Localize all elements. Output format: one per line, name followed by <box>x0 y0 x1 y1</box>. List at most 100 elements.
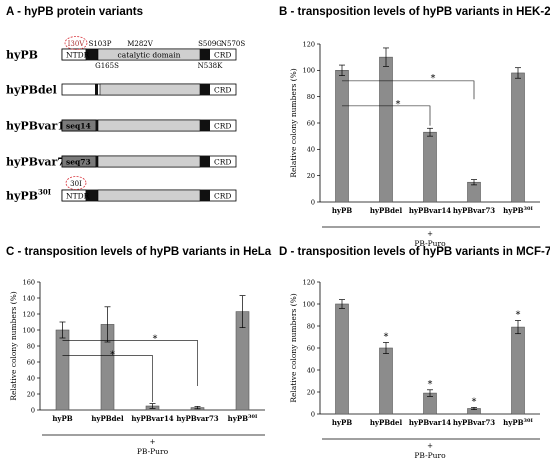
panel-b-title: B - transposition levels of hyPB variant… <box>279 6 550 18</box>
y-tick-label: 40 <box>27 374 35 382</box>
category-label: hyPBvar73 <box>453 418 495 427</box>
y-tick-label: 80 <box>307 322 315 330</box>
bar <box>379 56 393 203</box>
group-label: PB-Puro <box>137 447 169 456</box>
y-tick-label: 120 <box>303 278 315 286</box>
catalytic-domain <box>97 155 201 168</box>
dark-segment <box>96 156 98 167</box>
y-tick-label: 20 <box>307 388 315 396</box>
chart-mcf7: 0 20 40 60 80 100 120 Relative colony numbers (… <box>289 278 540 460</box>
n-terminal-label: NTDR <box>66 51 90 60</box>
y-tick-label: 20 <box>27 390 35 398</box>
significance-star: * <box>384 332 389 343</box>
crd-label: CRD <box>214 122 231 131</box>
significance-star: * <box>396 99 401 110</box>
dark-segment <box>86 49 98 60</box>
deletion-marker <box>95 84 98 95</box>
y-tick-label: 80 <box>27 342 35 350</box>
category-label: hyPBvar73 <box>453 206 495 215</box>
chart-hek293: 0 20 40 60 80 100 120 Relative colony numbers (… <box>289 40 540 248</box>
category-label: hyPB <box>332 206 352 215</box>
y-tick-label: 0 <box>311 410 315 418</box>
y-tick-label: 60 <box>307 119 315 127</box>
y-tick-label: 60 <box>27 358 35 366</box>
panel-d-title: D - transposition levels of hyPB variant… <box>279 246 550 258</box>
highlight-circle <box>64 36 88 50</box>
category-label: hyPB30I <box>503 206 533 215</box>
mutation-label: S509G <box>198 40 222 48</box>
bar <box>511 326 525 415</box>
significance-bracket <box>62 340 198 386</box>
catalytic-domain <box>97 119 201 132</box>
variant-name: hyPBvar14 <box>6 120 73 133</box>
y-tick-label: 0 <box>311 198 315 206</box>
significance-star: * <box>153 333 158 344</box>
mutation-label: S103P <box>89 40 112 48</box>
n-terminal-label: NTDR <box>66 192 90 201</box>
bar <box>335 303 349 415</box>
mutation-label: M282V <box>127 40 154 48</box>
y-tick-label: 40 <box>307 146 315 154</box>
significance-star: * <box>428 379 433 390</box>
dark-segment <box>96 120 98 131</box>
dark-segment <box>86 190 98 201</box>
y-tick-label: 100 <box>23 326 35 334</box>
crd-label: CRD <box>214 192 231 201</box>
panel-c-title: C - transposition levels of hyPB variant… <box>6 246 272 258</box>
variant-name: hyPBvar73 <box>6 156 73 169</box>
y-tick-label: 100 <box>303 67 315 75</box>
chart-hela: 0 20 40 60 80 100 120 140 160 Relative colony num… <box>9 278 265 456</box>
y-axis-label: Relative colony numbers (%) <box>9 291 18 400</box>
category-label: hyPBdel <box>370 418 403 427</box>
y-tick-label: 40 <box>307 366 315 374</box>
variant-name: hyPBdel <box>6 84 57 97</box>
y-axis-label: Relative colony numbers (%) <box>289 293 298 402</box>
catalytic-domain <box>99 83 201 96</box>
mutation-label: N570S <box>221 40 245 48</box>
y-tick-label: 0 <box>31 406 35 414</box>
crd-label: CRD <box>214 158 231 167</box>
variant-name: hyPB <box>6 49 38 62</box>
y-tick-label: 20 <box>307 172 315 180</box>
significance-star: * <box>472 396 477 407</box>
group-label: PB-Puro <box>414 451 446 460</box>
group-label: PB-Puro <box>414 239 446 248</box>
significance-star: * <box>110 350 115 361</box>
category-label: hyPBdel <box>370 206 403 215</box>
mutation-label: 30I <box>70 180 82 188</box>
panel-b: B - transposition levels of hyPB variant… <box>275 0 550 248</box>
y-tick-label: 80 <box>307 93 315 101</box>
crd-label: CRD <box>214 51 231 60</box>
highlight-circle <box>65 176 87 190</box>
mutation-label: I30V <box>68 40 86 48</box>
panel-d: D - transposition levels of hyPB variant… <box>275 240 550 463</box>
significance-star: * <box>516 310 521 321</box>
category-label: hyPBvar73 <box>176 414 218 423</box>
group-plus: + <box>427 230 433 238</box>
dark-segment <box>200 49 210 60</box>
panel-c: C - transposition levels of hyPB variant… <box>0 240 275 463</box>
bar <box>55 329 70 411</box>
significance-bracket <box>62 355 153 402</box>
mutation-label: N538K <box>198 62 223 70</box>
mutation-label: G165S <box>95 62 119 70</box>
y-tick-label: 140 <box>23 294 35 302</box>
category-label: hyPB <box>52 414 72 423</box>
category-label: hyPBvar14 <box>409 206 451 215</box>
bar <box>423 131 437 203</box>
bar <box>379 347 393 415</box>
y-tick-label: 100 <box>303 300 315 308</box>
crd-label: CRD <box>214 86 231 95</box>
category-label: hyPBvar14 <box>409 418 451 427</box>
n-terminal-label: seq73 <box>66 158 91 167</box>
significance-bracket <box>342 105 431 126</box>
y-tick-label: 60 <box>307 344 315 352</box>
category-label: hyPBvar14 <box>131 414 173 423</box>
n-terminal-label: seq14 <box>66 122 91 131</box>
catalytic-domain <box>97 189 201 202</box>
group-plus: + <box>150 438 156 446</box>
y-tick-label: 120 <box>303 40 315 48</box>
y-axis-label: Relative colony numbers (%) <box>289 68 298 177</box>
dark-segment <box>200 84 210 95</box>
bar <box>511 72 525 203</box>
